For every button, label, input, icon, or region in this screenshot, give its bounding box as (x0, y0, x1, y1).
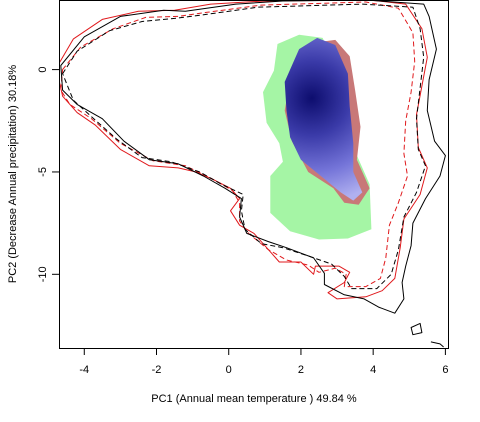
x-axis-title: PC1 (Annual mean temperature ) 49.84 % (151, 393, 357, 405)
plot-area (59, 0, 446, 348)
x-tick-label: 0 (226, 364, 232, 376)
y-tick-label: -10 (37, 266, 49, 282)
plot-frame (59, 0, 449, 349)
x-tick-label: -2 (152, 364, 162, 376)
x-tick-label: 4 (370, 364, 376, 376)
contour-black-solid-8 (430, 341, 444, 348)
y-axis-title: PC2 (Decrease Annual precipitation) 30.1… (7, 65, 19, 284)
contour-black-solid-5 (60, 0, 446, 314)
y-tick-label: -5 (37, 167, 49, 177)
contour-red-solid-3 (59, 0, 428, 300)
contour-red-dashed-4 (60, 1, 416, 288)
y-axis: 0 -5 -10 (37, 67, 60, 282)
y-tick-label: 0 (37, 67, 49, 73)
x-tick-label: 2 (298, 364, 304, 376)
density-region (284, 37, 363, 201)
x-tick-label: -4 (79, 364, 89, 376)
contour-black-solid-7 (410, 322, 423, 336)
x-axis: -4 -2 0 2 4 6 (79, 348, 448, 376)
x-tick-label: 6 (442, 364, 448, 376)
